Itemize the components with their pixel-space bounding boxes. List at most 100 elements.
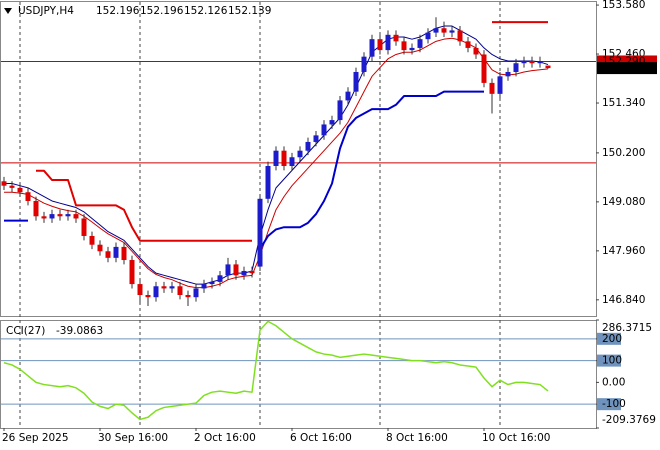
cci-tick-label: 100 <box>602 355 622 367</box>
y-tick-label: 153.580 <box>602 0 645 11</box>
candle-body <box>361 56 367 72</box>
header-low: 152.126 <box>184 5 228 17</box>
candle-body <box>505 71 511 77</box>
cci-value: -39.0863 <box>56 325 103 337</box>
candle-body <box>313 135 319 142</box>
candle-body <box>337 100 343 121</box>
cci-tick-label: 286.3715 <box>602 322 652 334</box>
candle-body <box>233 264 239 276</box>
candle-body <box>473 47 479 55</box>
candle-body <box>57 214 63 217</box>
candle-body <box>369 39 375 57</box>
candle-body <box>449 30 455 33</box>
cci-tick-label: 200 <box>602 333 622 345</box>
candle-body <box>329 120 335 125</box>
candle-body <box>137 284 143 296</box>
candle-body <box>497 76 503 94</box>
indicator-line <box>4 37 549 289</box>
y-tick-label: 151.340 <box>602 97 645 109</box>
candle-body <box>305 141 311 151</box>
candle-body <box>121 246 127 261</box>
candle-body <box>265 165 271 199</box>
candle-body <box>465 41 471 48</box>
cci-name: CCI(27) <box>6 325 45 337</box>
candle-body <box>41 216 47 219</box>
y-tick-label: 150.200 <box>602 147 645 159</box>
x-tick-label: 6 Oct 16:00 <box>290 432 352 444</box>
candle-body <box>257 198 263 267</box>
candle-body <box>489 82 495 94</box>
candle-body <box>65 214 71 217</box>
candle-body <box>153 286 159 298</box>
candle-body <box>201 284 207 289</box>
price-panel <box>0 1 597 317</box>
candle-body <box>377 39 383 51</box>
cci-tick-label: -209.3769 <box>602 414 656 426</box>
candle-body <box>81 218 87 236</box>
candle-body <box>521 61 527 64</box>
candle-body <box>25 192 31 201</box>
candle-body <box>425 32 431 40</box>
candle-body <box>289 157 295 166</box>
candle-body <box>9 185 15 188</box>
candle-body <box>161 286 167 289</box>
candle-body <box>145 295 151 298</box>
cci-line <box>3 320 549 421</box>
cci-panel <box>0 320 597 429</box>
candle-body <box>321 124 327 136</box>
candle-body <box>129 260 135 285</box>
candle-body <box>401 41 407 51</box>
x-tick-label: 2 Oct 16:00 <box>194 432 256 444</box>
candle-body <box>457 30 463 42</box>
y-tick-label: 147.960 <box>602 245 645 257</box>
candle-body <box>513 63 519 72</box>
candle-body <box>281 150 287 166</box>
cci-tick-box <box>597 332 621 345</box>
candle-body <box>73 214 79 219</box>
candle-body <box>537 61 543 64</box>
header-high: 152.196 <box>140 5 184 17</box>
menu-arrow <box>4 8 12 14</box>
candle-body <box>385 34 391 51</box>
candle-body <box>217 275 223 282</box>
indicator-line <box>4 25 549 285</box>
candle-body <box>273 150 279 166</box>
price-label: 152.139 <box>602 62 645 74</box>
x-tick-label: 10 Oct 16:00 <box>482 432 550 444</box>
header-close: 152.139 <box>228 5 271 17</box>
symbol: USDJPY,H4 <box>18 5 74 17</box>
candle-body <box>353 71 359 92</box>
y-tick-label: 149.080 <box>602 196 645 208</box>
candle-body <box>185 295 191 298</box>
candle-body <box>113 246 119 258</box>
x-tick-label: 30 Sep 16:00 <box>98 432 168 444</box>
candle-body <box>441 28 447 33</box>
candle-body <box>177 286 183 296</box>
candle-body <box>33 200 39 217</box>
candle-body <box>481 54 487 83</box>
x-tick-label: 8 Oct 16:00 <box>386 432 448 444</box>
cci-tick-box <box>597 398 621 411</box>
candle-body <box>169 286 175 289</box>
level-label-box <box>597 55 657 68</box>
candle-body <box>345 91 351 101</box>
y-tick-label: 146.840 <box>602 294 645 306</box>
candle-body <box>89 235 95 245</box>
candle-body <box>1 181 7 186</box>
candle-body <box>105 251 111 258</box>
level-label: 152.290 <box>602 55 645 67</box>
candle-body <box>225 264 231 276</box>
candle-body <box>241 270 247 276</box>
candle-body <box>297 150 303 158</box>
candle-body <box>433 28 439 33</box>
header-open: 152.196 <box>96 5 140 17</box>
candle-body <box>17 187 23 193</box>
candle-body <box>417 39 423 48</box>
candle-body <box>209 281 215 285</box>
price-label-box <box>597 62 657 75</box>
x-tick-label: 26 Sep 2025 <box>2 432 69 444</box>
